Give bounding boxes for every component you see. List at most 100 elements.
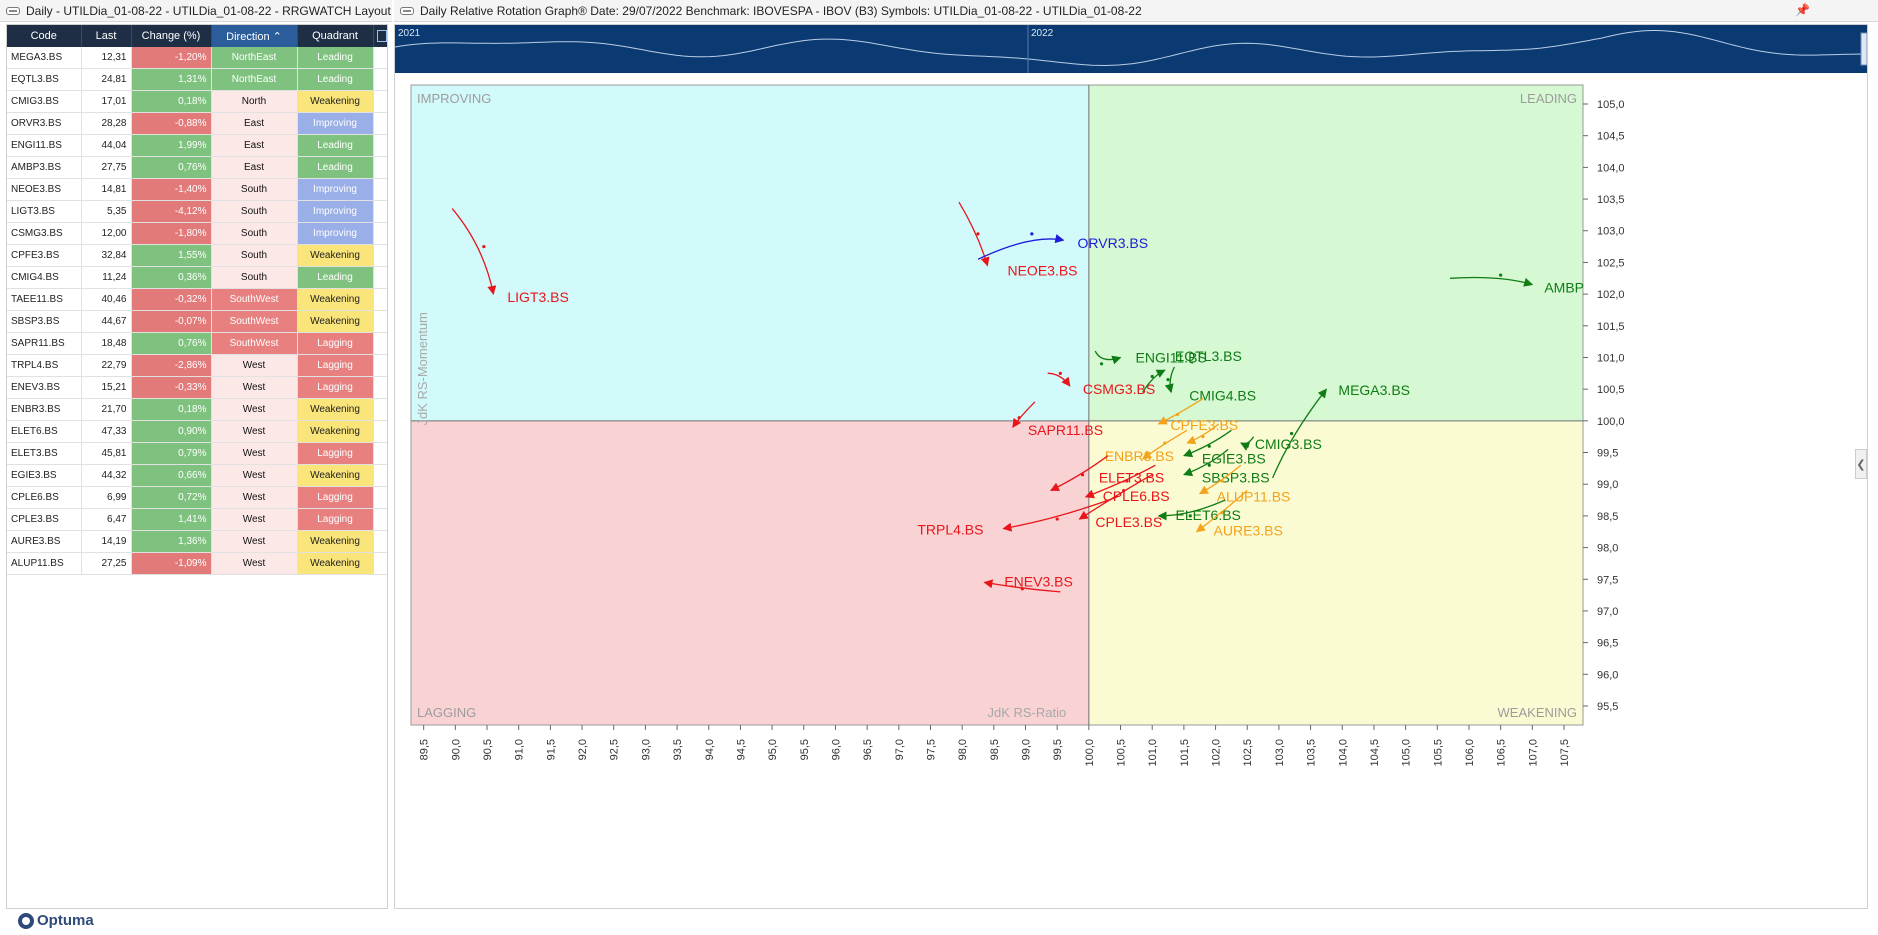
trail-elet6-bs[interactable] xyxy=(1157,499,1226,521)
trail-mega3-bs[interactable] xyxy=(1272,388,1327,479)
symbol-label-csmg3-bs[interactable]: CSMG3.BS xyxy=(1083,381,1155,397)
table-row[interactable]: ENGI11.BS 44,04 1,99% East Leading xyxy=(7,134,387,157)
column-chooser-button[interactable] xyxy=(373,25,387,47)
table-row[interactable]: LIGT3.BS 5,35 -4,12% South Improving xyxy=(7,200,387,223)
trail-cple3-bs[interactable] xyxy=(1078,474,1153,520)
x-tick-label: 93,5 xyxy=(672,739,684,760)
column-header-direction[interactable]: Direction ⌃ xyxy=(211,25,298,47)
trail-point xyxy=(1201,435,1205,439)
trail-cmig4-bs[interactable] xyxy=(1164,366,1175,394)
navigator-range-handle[interactable] xyxy=(1860,32,1867,66)
cell-last: 21,70 xyxy=(81,398,132,421)
table-row[interactable]: CPLE6.BS 6,99 0,72% West Lagging xyxy=(7,486,387,509)
table-row[interactable]: CSMG3.BS 12,00 -1,80% South Improving xyxy=(7,222,387,245)
symbol-label-cpfe3-bs[interactable]: CPFE3.BS xyxy=(1171,417,1239,433)
x-tick-label: 104,5 xyxy=(1369,739,1381,767)
quadrant-weakening xyxy=(1088,420,1583,725)
symbol-label-neoe3-bs[interactable]: NEOE3.BS xyxy=(1007,263,1077,279)
table-row[interactable]: SAPR11.BS 18,48 0,76% SouthWest Lagging xyxy=(7,332,387,355)
table-row[interactable]: TRPL4.BS 22,79 -2,86% West Lagging xyxy=(7,354,387,377)
symbol-label-eqtl3-bs[interactable]: EQTL3.BS xyxy=(1175,348,1242,364)
table-row[interactable]: CMIG4.BS 11,24 0,36% South Leading xyxy=(7,266,387,289)
cell-code: SBSP3.BS xyxy=(7,310,82,333)
table-row[interactable]: AMBP3.BS 27,75 0,76% East Leading xyxy=(7,156,387,179)
table-row[interactable]: CPLE3.BS 6,47 1,41% West Lagging xyxy=(7,508,387,531)
table-row[interactable]: CPFE3.BS 32,84 1,55% South Weakening xyxy=(7,244,387,267)
trail-orvr3-bs[interactable] xyxy=(977,234,1065,260)
table-row[interactable]: TAEE11.BS 40,46 -0,32% SouthWest Weakening xyxy=(7,288,387,311)
table-row[interactable]: AURE3.BS 14,19 1,36% West Weakening xyxy=(7,530,387,553)
window-menu-icon[interactable] xyxy=(400,6,414,15)
symbol-label-cple6-bs[interactable]: CPLE6.BS xyxy=(1103,488,1170,504)
symbol-label-aure3-bs[interactable]: AURE3.BS xyxy=(1214,523,1283,539)
cell-change: 1,31% xyxy=(131,68,212,91)
symbol-label-orvr3-bs[interactable]: ORVR3.BS xyxy=(1078,235,1149,251)
symbol-label-mega3-bs[interactable]: MEGA3.BS xyxy=(1338,382,1410,398)
trail-neoe3-bs[interactable] xyxy=(958,201,990,267)
trail-cple6-bs[interactable] xyxy=(1084,464,1156,499)
symbol-label-ligt3-bs[interactable]: LIGT3.BS xyxy=(507,289,568,305)
trail-ligt3-bs[interactable] xyxy=(451,208,497,295)
trail-egie3-bs[interactable] xyxy=(1183,429,1232,458)
column-header-quadrant[interactable]: Quadrant xyxy=(297,25,374,47)
y-tick-label: 99,0 xyxy=(1597,479,1618,491)
cell-filler xyxy=(373,310,387,333)
symbol-label-elet6-bs[interactable]: ELET6.BS xyxy=(1176,507,1241,523)
collapse-arrow-icon[interactable]: ❮ xyxy=(1855,449,1867,479)
symbol-label-enbr3-bs[interactable]: ENBR3.BS xyxy=(1105,448,1174,464)
optuma-logo-icon xyxy=(18,912,34,929)
symbol-label-alup11-bs[interactable]: ALUP11.BS xyxy=(1217,489,1291,505)
symbol-label-trpl4-bs[interactable]: TRPL4.BS xyxy=(917,522,983,538)
table-row[interactable]: ORVR3.BS 28,28 -0,88% East Improving xyxy=(7,112,387,135)
watchlist-panel: Code Last Change (%) Direction ⌃ Quadran… xyxy=(6,24,388,909)
trail-trpl4-bs[interactable] xyxy=(1002,496,1118,532)
table-row[interactable]: CMIG3.BS 17,01 0,18% North Weakening xyxy=(7,90,387,113)
table-row[interactable]: MEGA3.BS 12,31 -1,20% NorthEast Leading xyxy=(7,47,387,69)
symbol-label-cple3-bs[interactable]: CPLE3.BS xyxy=(1095,514,1162,530)
cell-filler xyxy=(373,47,387,69)
trail-ambp3-bs[interactable] xyxy=(1449,276,1534,287)
symbol-label-cmig3-bs[interactable]: CMIG3.BS xyxy=(1255,436,1322,452)
cell-last: 44,32 xyxy=(81,464,132,487)
table-row[interactable]: NEOE3.BS 14,81 -1,40% South Improving xyxy=(7,178,387,201)
table-row[interactable]: ELET3.BS 45,81 0,79% West Lagging xyxy=(7,442,387,465)
optuma-logo-text: Optuma xyxy=(37,912,94,929)
trail-elet3-bs[interactable] xyxy=(1049,455,1109,492)
table-row[interactable]: ALUP11.BS 27,25 -1,09% West Weakening xyxy=(7,552,387,575)
symbol-label-sapr11-bs[interactable]: SAPR11.BS xyxy=(1028,422,1103,438)
symbol-label-engi11-bs[interactable]: ENGI11.BS xyxy=(1136,349,1207,365)
table-row[interactable]: SBSP3.BS 44,67 -0,07% SouthWest Weakening xyxy=(7,310,387,333)
column-header-last[interactable]: Last xyxy=(81,25,132,47)
cell-change: 1,36% xyxy=(131,530,212,553)
quadrant-label-lagging: LAGGING xyxy=(417,705,476,720)
time-navigator[interactable]: 2021 2022 xyxy=(395,25,1868,73)
trail-cpfe3-bs[interactable] xyxy=(1157,398,1204,425)
column-header-change[interactable]: Change (%) xyxy=(131,25,212,47)
trail-csmg3-bs[interactable] xyxy=(1047,372,1071,387)
column-header-code[interactable]: Code xyxy=(7,25,82,47)
cell-code: CMIG4.BS xyxy=(7,266,82,289)
x-tick-label: 105,0 xyxy=(1401,739,1413,767)
trail-sbsp3-bs[interactable] xyxy=(1183,448,1229,477)
trail-cmig3-bs[interactable] xyxy=(1240,436,1255,451)
symbol-label-sbsp3-bs[interactable]: SBSP3.BS xyxy=(1202,470,1270,486)
table-row[interactable]: ENBR3.BS 21,70 0,18% West Weakening xyxy=(7,398,387,421)
x-tick-label: 93,0 xyxy=(640,739,652,760)
table-row[interactable]: EQTL3.BS 24,81 1,31% NorthEast Leading xyxy=(7,68,387,91)
symbol-label-ambp3-bs[interactable]: AMBP xyxy=(1544,280,1584,296)
trail-point xyxy=(1188,514,1192,518)
symbol-label-cmig4-bs[interactable]: CMIG4.BS xyxy=(1189,387,1256,403)
table-row[interactable]: EGIE3.BS 44,32 0,66% West Weakening xyxy=(7,464,387,487)
trail-engi11-bs[interactable] xyxy=(1094,350,1122,365)
window-menu-icon[interactable] xyxy=(6,6,20,15)
table-row[interactable]: ELET6.BS 47,33 0,90% West Weakening xyxy=(7,420,387,443)
cell-quadrant: Weakening xyxy=(297,244,374,267)
pin-icon[interactable]: 📌 xyxy=(1795,3,1810,17)
cell-change: 1,99% xyxy=(131,134,212,157)
cell-filler xyxy=(373,90,387,113)
table-row[interactable]: ENEV3.BS 15,21 -0,33% West Lagging xyxy=(7,376,387,399)
trail-sapr11-bs[interactable] xyxy=(1012,401,1036,428)
symbol-label-egie3-bs[interactable]: EGIE3.BS xyxy=(1202,451,1266,467)
symbol-label-enev3-bs[interactable]: ENEV3.BS xyxy=(1004,573,1072,589)
trail-eqtl3-bs[interactable] xyxy=(1142,369,1166,393)
